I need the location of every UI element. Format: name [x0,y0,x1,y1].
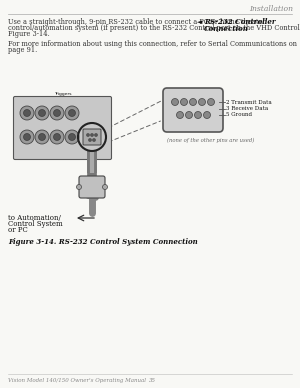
Text: Control System: Control System [8,220,63,228]
Circle shape [50,130,64,144]
Text: to Automation/: to Automation/ [8,214,61,222]
Circle shape [176,111,184,118]
Text: control/automation system (if present) to the RS-232 Control port on the VHD Con: control/automation system (if present) t… [8,24,300,32]
Circle shape [65,106,79,120]
Circle shape [208,99,214,106]
Text: Figure 3-14.: Figure 3-14. [8,30,50,38]
Circle shape [203,111,211,118]
Circle shape [20,130,34,144]
Circle shape [50,106,64,120]
Circle shape [172,99,178,106]
Circle shape [68,133,76,140]
Circle shape [93,139,95,141]
Text: page 91.: page 91. [8,46,37,54]
Text: (none of the other pins are used): (none of the other pins are used) [167,138,254,143]
Text: Use a straight-through, 9-pin RS-232 cable to connect a PC or home theater: Use a straight-through, 9-pin RS-232 cab… [8,18,266,26]
Circle shape [194,111,202,118]
Text: or PC: or PC [8,226,28,234]
Circle shape [185,111,193,118]
Text: Vision Model 140/150 Owner's Operating Manual: Vision Model 140/150 Owner's Operating M… [8,378,146,383]
Text: 35: 35 [148,378,155,383]
Text: Figure 3-14. RS-232 Control System Connection: Figure 3-14. RS-232 Control System Conne… [8,238,198,246]
Circle shape [38,133,46,140]
Circle shape [35,130,49,144]
FancyBboxPatch shape [79,176,105,198]
Circle shape [91,134,93,136]
Circle shape [38,109,46,116]
Text: 3 Receive Data: 3 Receive Data [226,106,268,111]
Circle shape [53,133,61,140]
Text: ◄: ◄ [197,18,203,26]
Text: Triggers: Triggers [54,92,71,96]
Circle shape [20,106,34,120]
Circle shape [181,99,188,106]
FancyBboxPatch shape [83,129,101,145]
Text: 2 Transmit Data: 2 Transmit Data [226,99,272,104]
FancyBboxPatch shape [14,97,112,159]
Text: Installation: Installation [249,5,293,13]
FancyBboxPatch shape [163,88,223,132]
Circle shape [68,109,76,116]
Circle shape [87,134,89,136]
Circle shape [23,133,31,140]
Circle shape [103,185,107,189]
Circle shape [23,109,31,116]
Circle shape [35,106,49,120]
Circle shape [95,134,97,136]
Circle shape [76,185,82,189]
Text: 5 Ground: 5 Ground [226,113,252,118]
Circle shape [65,130,79,144]
Circle shape [190,99,196,106]
Circle shape [89,139,91,141]
Circle shape [53,109,61,116]
Circle shape [199,99,206,106]
Text: Connection: Connection [204,25,249,33]
Text: RS-232 Controller: RS-232 Controller [204,18,276,26]
Text: For more information about using this connection, refer to Serial Communications: For more information about using this co… [8,40,297,48]
